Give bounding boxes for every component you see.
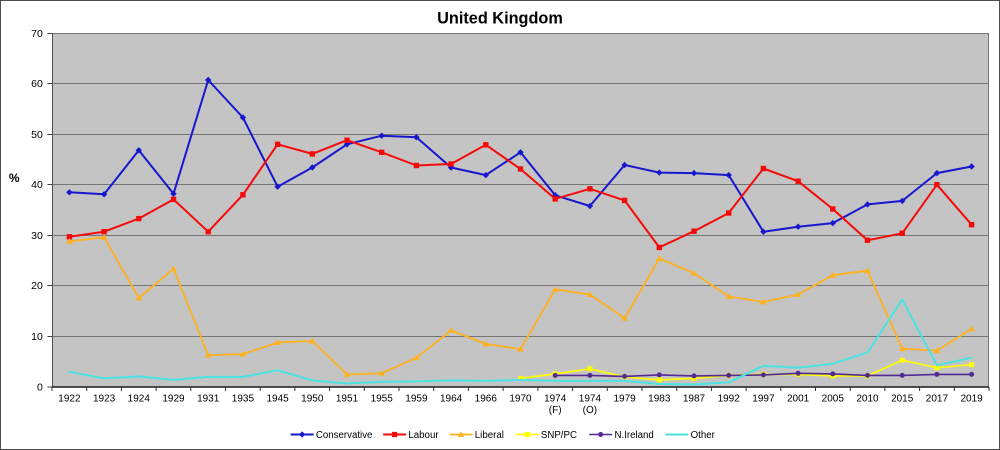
svg-text:1950: 1950: [301, 394, 324, 405]
svg-text:1966: 1966: [475, 394, 498, 405]
svg-text:(F): (F): [549, 405, 562, 416]
svg-text:1955: 1955: [371, 394, 394, 405]
svg-text:2005: 2005: [822, 394, 845, 405]
svg-text:1929: 1929: [162, 394, 185, 405]
svg-text:50: 50: [31, 129, 43, 141]
svg-text:1992: 1992: [718, 394, 741, 405]
svg-text:1922: 1922: [58, 394, 81, 405]
svg-text:%: %: [9, 171, 20, 185]
svg-text:1959: 1959: [405, 394, 428, 405]
svg-text:2015: 2015: [891, 394, 914, 405]
svg-text:(O): (O): [583, 405, 597, 416]
svg-text:1931: 1931: [197, 394, 220, 405]
svg-text:40: 40: [31, 179, 43, 191]
svg-text:2017: 2017: [926, 394, 949, 405]
svg-text:1979: 1979: [613, 394, 636, 405]
svg-text:1970: 1970: [509, 394, 532, 405]
svg-text:Labour: Labour: [408, 430, 439, 441]
svg-text:2019: 2019: [960, 394, 983, 405]
svg-text:United Kingdom: United Kingdom: [437, 9, 563, 27]
svg-text:1924: 1924: [128, 394, 151, 405]
svg-text:N.Ireland: N.Ireland: [615, 430, 654, 441]
svg-text:10: 10: [31, 331, 43, 343]
svg-text:1945: 1945: [266, 394, 289, 405]
svg-text:1987: 1987: [683, 394, 706, 405]
svg-text:1923: 1923: [93, 394, 116, 405]
svg-text:1964: 1964: [440, 394, 463, 405]
svg-text:1951: 1951: [336, 394, 359, 405]
svg-text:2001: 2001: [787, 394, 810, 405]
svg-text:1935: 1935: [232, 394, 255, 405]
svg-text:1974: 1974: [579, 394, 602, 405]
svg-text:1997: 1997: [752, 394, 775, 405]
svg-text:2010: 2010: [856, 394, 879, 405]
svg-text:1974: 1974: [544, 394, 567, 405]
svg-text:30: 30: [31, 230, 43, 242]
svg-text:0: 0: [37, 382, 43, 394]
svg-text:70: 70: [31, 28, 43, 40]
svg-text:Liberal: Liberal: [475, 430, 504, 441]
svg-text:1983: 1983: [648, 394, 671, 405]
svg-text:Other: Other: [691, 430, 716, 441]
svg-text:20: 20: [31, 280, 43, 292]
svg-text:Conservative: Conservative: [316, 430, 373, 441]
svg-text:SNP/PC: SNP/PC: [541, 430, 577, 441]
svg-text:60: 60: [31, 78, 43, 90]
